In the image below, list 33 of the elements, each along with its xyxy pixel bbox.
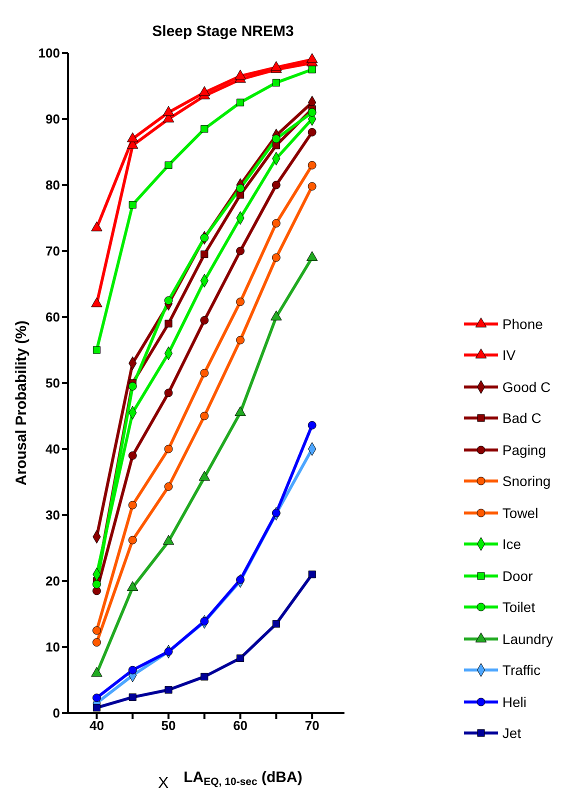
x-axis-title: LA$_{EQ, 10-sec}$ (dBA) [184, 769, 302, 788]
legend-label: Bad C [502, 410, 542, 426]
legend-label: Ice [502, 536, 522, 552]
legend-label: Phone [502, 316, 543, 332]
legend-label: Door [502, 568, 533, 584]
x-tick-label: 40 [89, 718, 104, 734]
y-tick-label: 10 [46, 640, 60, 655]
legend-label: Snoring [502, 473, 551, 490]
legend-label: Heli [502, 694, 527, 710]
x-tick-label: 50 [161, 718, 176, 734]
legend-label: Laundry [502, 630, 553, 647]
x-tick-label: 60 [233, 718, 248, 734]
text: X [158, 775, 169, 792]
y-tick-label: 90 [46, 112, 60, 127]
y-tick-label: 100 [38, 46, 60, 61]
legend-label: Jet [502, 725, 522, 742]
legend-label: Paging [502, 442, 546, 458]
y-tick-label: 30 [46, 508, 60, 523]
y-tick-label: 70 [46, 244, 60, 259]
y-tick-label: 40 [46, 442, 60, 457]
y-tick-label: 80 [46, 178, 60, 193]
x-tick-label: 70 [304, 718, 320, 734]
y-axis-title: Arousal Probability (%) [13, 320, 30, 486]
y-tick-label: 0 [52, 706, 60, 721]
legend-label: Toilet [502, 599, 536, 616]
chart-title: Sleep Stage NREM3 [152, 23, 294, 40]
y-tick-label: 50 [46, 376, 60, 391]
y-tick-label: 20 [46, 574, 60, 589]
y-tick-label: 60 [46, 310, 60, 325]
legend-label: Traffic [502, 662, 541, 678]
legend-label: IV [502, 347, 516, 364]
legend-label: Towel [502, 504, 538, 521]
legend-label: Good C [502, 378, 551, 395]
